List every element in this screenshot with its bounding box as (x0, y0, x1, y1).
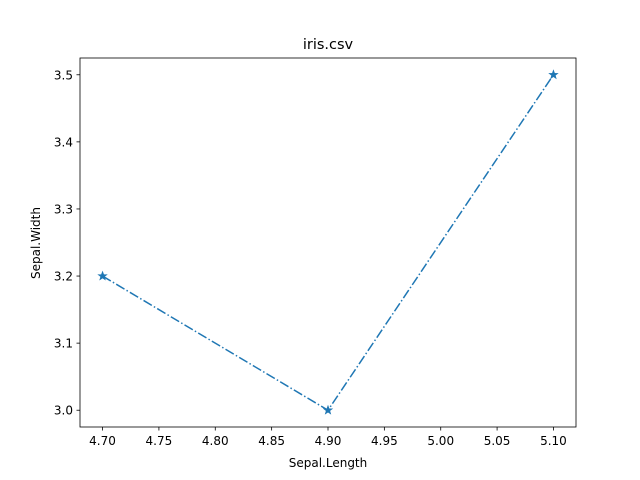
y-axis-title: Sepal.Width (29, 207, 43, 279)
y-tick-label: 3.3 (54, 202, 73, 216)
plot-frame (79, 57, 577, 428)
x-tick-label: 5.10 (540, 434, 567, 448)
data-point-marker (548, 69, 559, 80)
y-tick-label: 3.1 (54, 337, 73, 351)
x-tick-label: 4.95 (371, 434, 398, 448)
data-point-marker (97, 270, 108, 281)
x-tick-label: 4.85 (258, 434, 285, 448)
x-tick-label: 4.75 (146, 434, 173, 448)
plot-area: 4.70 4.75 4.80 4.85 4.90 4.95 5.00 5.05 5.10 3.0 3… (54, 57, 577, 448)
y-tick-label: 3.5 (54, 68, 73, 82)
chart-title: iris.csv (303, 37, 354, 53)
x-tick-label: 4.80 (202, 434, 229, 448)
x-tick-label: 5.05 (484, 434, 511, 448)
y-tick-label: 3.4 (54, 135, 73, 149)
x-tick-label: 5.00 (427, 434, 454, 448)
x-tick-label: 4.70 (89, 434, 116, 448)
x-axis-title: Sepal.Length (289, 456, 368, 470)
x-tick-label: 4.90 (315, 434, 342, 448)
y-tick-label: 3.0 (54, 404, 73, 418)
data-point-marker (322, 404, 334, 415)
y-tick-label: 3.2 (54, 270, 73, 284)
